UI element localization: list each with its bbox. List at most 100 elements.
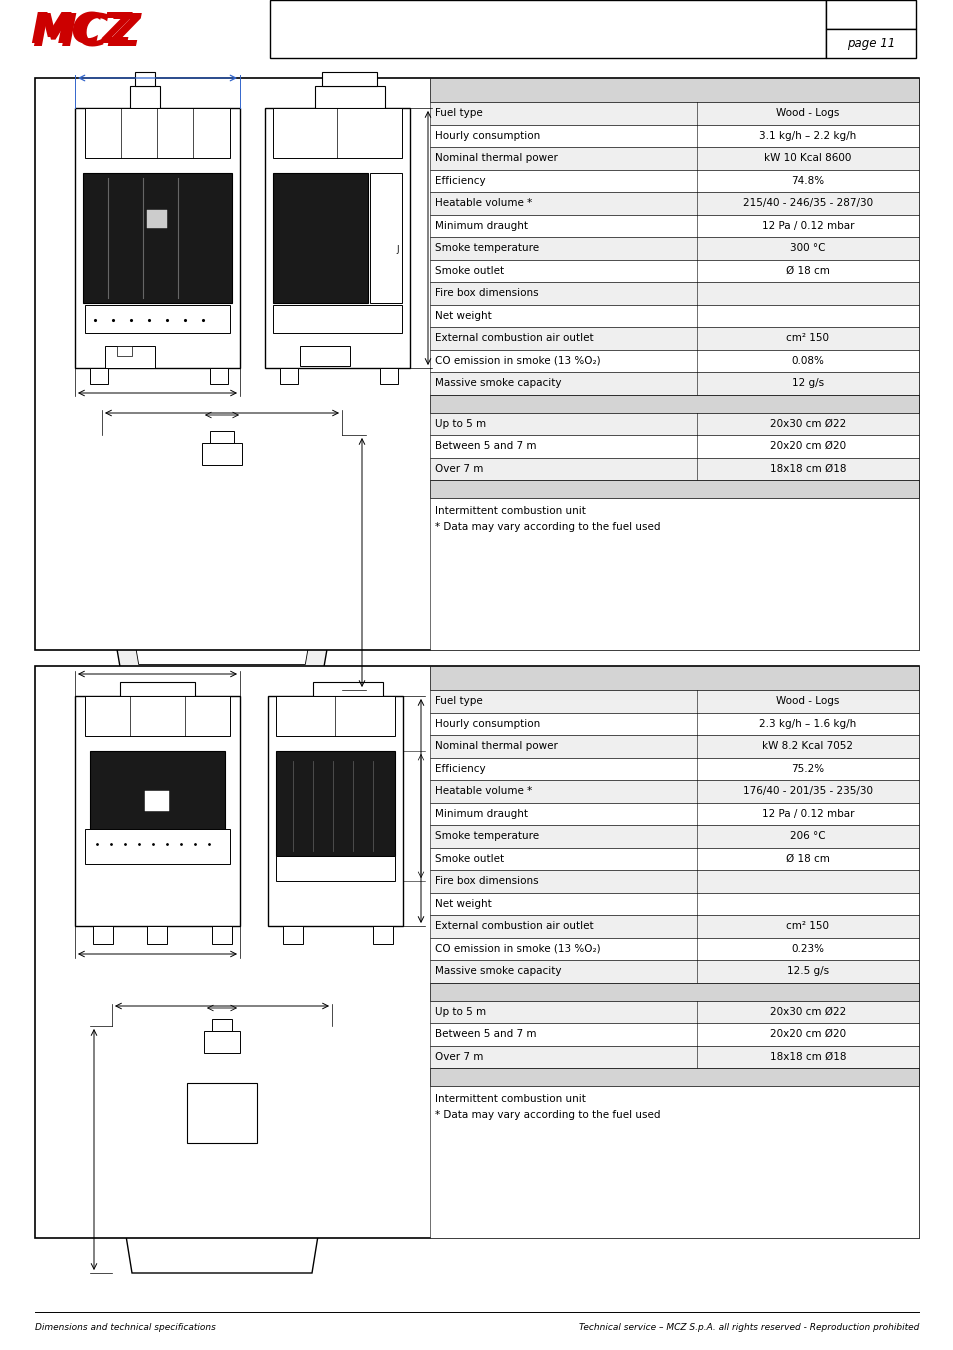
Text: Heatable volume *: Heatable volume * xyxy=(435,786,532,796)
Bar xyxy=(135,72,154,86)
Bar xyxy=(430,666,918,690)
Text: 75.2%: 75.2% xyxy=(790,764,823,774)
Text: Fuel type: Fuel type xyxy=(435,108,482,119)
Bar xyxy=(280,369,297,383)
Bar xyxy=(430,259,918,282)
Bar xyxy=(430,848,918,869)
Bar xyxy=(265,108,410,369)
Bar xyxy=(105,346,154,369)
Text: 176/40 - 201/35 - 235/30: 176/40 - 201/35 - 235/30 xyxy=(742,786,872,796)
Bar xyxy=(273,173,368,302)
Text: 206 °C: 206 °C xyxy=(789,832,824,841)
Text: Technical service – MCZ S.p.A. all rights reserved - Reproduction prohibited: Technical service – MCZ S.p.A. all right… xyxy=(578,1323,918,1332)
Bar xyxy=(430,937,918,960)
Ellipse shape xyxy=(371,211,400,246)
Bar xyxy=(430,960,918,983)
Text: Between 5 and 7 m: Between 5 and 7 m xyxy=(435,1029,536,1040)
Bar xyxy=(430,1068,918,1085)
Text: 0.23%: 0.23% xyxy=(790,944,823,953)
Bar xyxy=(825,0,915,28)
Bar xyxy=(430,1023,918,1045)
Bar xyxy=(275,856,395,882)
Text: MCZ: MCZ xyxy=(32,12,141,55)
Bar xyxy=(212,1019,232,1031)
Text: CO emission in smoke (13 %O₂): CO emission in smoke (13 %O₂) xyxy=(435,944,600,953)
Text: Wood - Logs: Wood - Logs xyxy=(775,108,839,119)
Circle shape xyxy=(190,506,253,570)
Bar xyxy=(430,825,918,848)
Bar xyxy=(430,413,918,435)
Ellipse shape xyxy=(226,485,268,516)
Text: kW 8.2 Kcal 7052: kW 8.2 Kcal 7052 xyxy=(761,741,852,751)
Bar xyxy=(75,697,240,926)
Text: Efficiency: Efficiency xyxy=(435,176,485,186)
Text: 20x20 cm Ø20: 20x20 cm Ø20 xyxy=(769,441,845,451)
Bar xyxy=(85,697,230,736)
Bar xyxy=(430,124,918,147)
Text: 215/40 - 246/35 - 287/30: 215/40 - 246/35 - 287/30 xyxy=(742,198,872,208)
Text: Nominal thermal power: Nominal thermal power xyxy=(435,154,558,163)
Bar xyxy=(430,78,918,103)
Bar xyxy=(90,751,225,856)
Text: Efficiency: Efficiency xyxy=(435,764,485,774)
Text: Smoke temperature: Smoke temperature xyxy=(435,243,538,254)
Text: 12.5 g/s: 12.5 g/s xyxy=(786,967,828,976)
Bar xyxy=(430,458,918,481)
Text: 12 Pa / 0.12 mbar: 12 Pa / 0.12 mbar xyxy=(760,221,853,231)
Text: Dimensions and technical specifications: Dimensions and technical specifications xyxy=(35,1323,215,1332)
Bar xyxy=(210,369,228,383)
Text: Hourly consumption: Hourly consumption xyxy=(435,131,539,140)
Bar xyxy=(430,192,918,215)
Bar xyxy=(430,327,918,350)
Text: * Data may vary according to the fuel used: * Data may vary according to the fuel us… xyxy=(435,522,659,532)
Bar xyxy=(430,103,918,124)
Bar xyxy=(120,682,194,697)
Text: page 11: page 11 xyxy=(846,38,894,50)
Bar xyxy=(430,373,918,394)
Text: Nominal thermal power: Nominal thermal power xyxy=(435,741,558,751)
Bar xyxy=(430,892,918,915)
Bar xyxy=(373,926,393,944)
Bar xyxy=(147,211,167,228)
Bar xyxy=(130,86,160,108)
Ellipse shape xyxy=(161,576,199,603)
Bar xyxy=(430,305,918,327)
Text: Minimum draught: Minimum draught xyxy=(435,809,527,818)
Ellipse shape xyxy=(275,485,317,516)
Bar xyxy=(117,346,132,356)
Bar xyxy=(85,305,230,333)
Bar xyxy=(379,369,397,383)
Ellipse shape xyxy=(177,1068,216,1098)
Text: kW 10 Kcal 8600: kW 10 Kcal 8600 xyxy=(763,154,850,163)
Polygon shape xyxy=(112,1026,332,1273)
Ellipse shape xyxy=(126,485,168,516)
Bar xyxy=(268,697,402,926)
Text: Fire box dimensions: Fire box dimensions xyxy=(435,289,538,298)
Bar xyxy=(370,173,401,302)
Ellipse shape xyxy=(227,1068,267,1098)
Bar xyxy=(430,1000,918,1023)
Bar xyxy=(430,215,918,238)
Bar xyxy=(212,926,232,944)
Text: Fuel type: Fuel type xyxy=(435,697,482,706)
Bar xyxy=(92,926,112,944)
Text: Massive smoke capacity: Massive smoke capacity xyxy=(435,967,561,976)
Ellipse shape xyxy=(245,576,283,603)
Bar xyxy=(145,791,169,811)
Text: 18x18 cm Ø18: 18x18 cm Ø18 xyxy=(769,1052,845,1061)
Text: Up to 5 m: Up to 5 m xyxy=(435,1007,486,1017)
Bar xyxy=(75,108,240,369)
Ellipse shape xyxy=(163,1160,201,1187)
Text: External combustion air outlet: External combustion air outlet xyxy=(435,921,593,931)
Bar xyxy=(35,666,918,1238)
Bar xyxy=(275,751,395,856)
Ellipse shape xyxy=(175,485,218,516)
Bar xyxy=(430,915,918,937)
Text: Ø 18 cm: Ø 18 cm xyxy=(785,266,829,275)
Bar xyxy=(430,983,918,1000)
Bar xyxy=(322,72,376,86)
Polygon shape xyxy=(102,435,341,690)
Bar xyxy=(430,238,918,259)
Text: Wood - Logs: Wood - Logs xyxy=(775,697,839,706)
Text: Ø 18 cm: Ø 18 cm xyxy=(785,853,829,864)
